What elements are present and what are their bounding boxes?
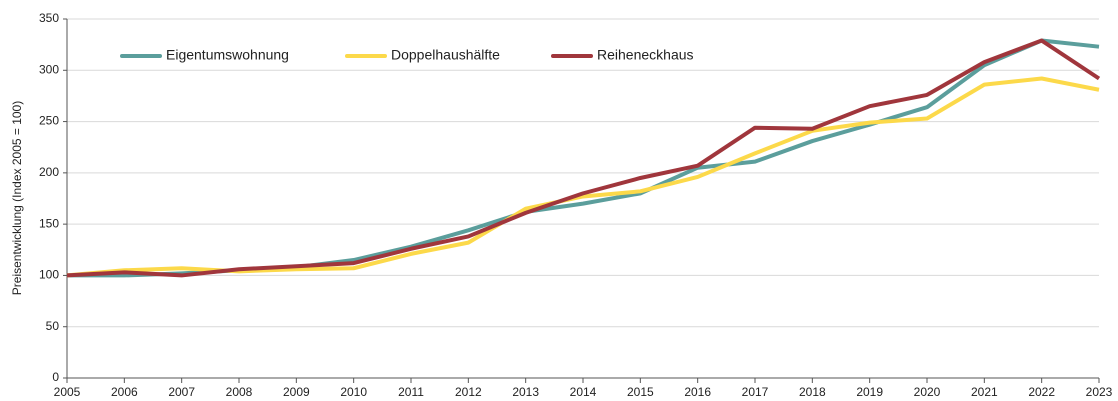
x-tick-label: 2016: [684, 385, 711, 399]
x-tick-label: 2009: [283, 385, 310, 399]
series-line: [66, 38, 1101, 278]
y-axis-label: Preisentwicklung (Index 2005 = 100): [10, 101, 24, 295]
series-line: [66, 76, 1100, 278]
x-tick-label: 2014: [570, 385, 597, 399]
y-tick-label: 250: [39, 114, 59, 128]
legend-label: Doppelhaushälfte: [391, 47, 500, 63]
x-tick-label: 2017: [742, 385, 769, 399]
x-tick-label: 2018: [799, 385, 826, 399]
x-tick-label: 2006: [111, 385, 138, 399]
y-tick-label: 100: [39, 268, 59, 282]
x-tick-label: 2019: [856, 385, 883, 399]
legend-label: Reiheneckhaus: [597, 47, 694, 63]
y-tick-label: 200: [39, 165, 59, 179]
x-tick-label: 2022: [1028, 385, 1055, 399]
y-tick-label: 50: [46, 319, 60, 333]
x-tick-label: 2011: [398, 385, 424, 399]
y-tick-label: 0: [52, 370, 59, 384]
x-tick-label: 2007: [168, 385, 195, 399]
y-tick-label: 300: [39, 62, 59, 76]
y-tick-label: 350: [39, 11, 59, 25]
x-tick-label: 2010: [340, 385, 367, 399]
x-tick-label: 2005: [54, 385, 81, 399]
x-tick-label: 2015: [627, 385, 654, 399]
x-tick-label: 2012: [455, 385, 482, 399]
x-tick-label: 2008: [226, 385, 253, 399]
x-tick-label: 2023: [1086, 385, 1113, 399]
series-line: [67, 38, 1100, 278]
y-tick-label: 150: [39, 216, 59, 230]
x-tick-label: 2021: [971, 385, 998, 399]
legend-label: Eigentumswohnung: [166, 47, 289, 63]
x-tick-label: 2020: [914, 385, 941, 399]
x-tick-label: 2013: [512, 385, 539, 399]
